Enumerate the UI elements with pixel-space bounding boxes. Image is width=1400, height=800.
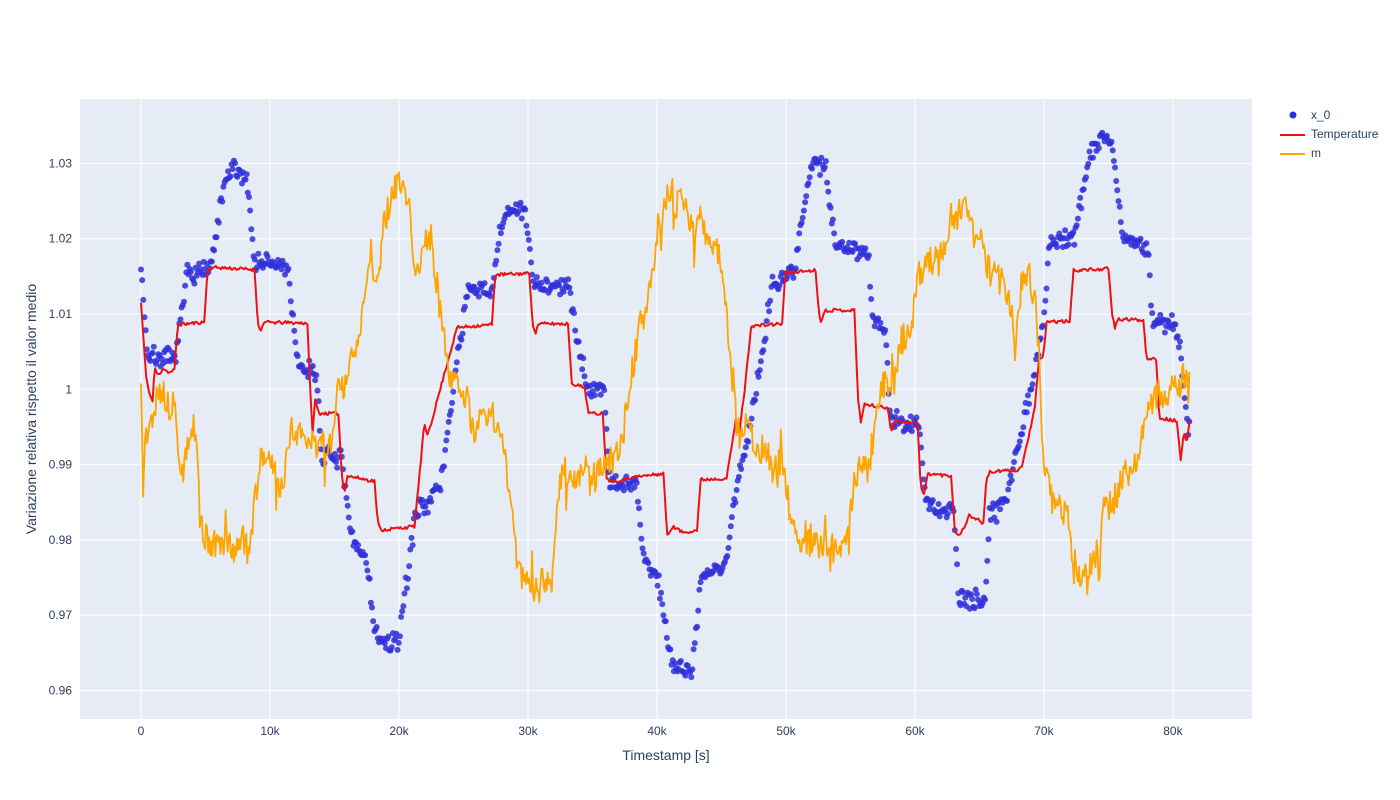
legend-line-icon (1279, 127, 1306, 141)
legend: x_0 Temperature m (1279, 105, 1378, 162)
legend-label: x_0 (1311, 107, 1331, 122)
y-tick-label: 0.97 (49, 608, 73, 622)
y-tick-label: 1.02 (49, 232, 73, 246)
x-tick-label: 20k (389, 724, 409, 738)
series-m (140, 171, 1191, 604)
y-tick-label: 1 (65, 382, 72, 396)
y-axis-ticks: 0.96 0.97 0.98 0.99 1 1.01 1.02 1.03 (49, 156, 73, 697)
x-tick-label: 70k (1034, 724, 1054, 738)
legend-item-m[interactable]: m (1279, 143, 1378, 162)
series-x_0 (138, 129, 1193, 681)
x-axis-title: Timestamp [s] (622, 747, 710, 763)
y-axis-title: Variazione relativa rispetto il valor me… (23, 283, 39, 535)
x-tick-label: 0 (138, 724, 145, 738)
legend-item-x_0[interactable]: x_0 (1279, 105, 1378, 124)
x-tick-label: 30k (518, 724, 538, 738)
y-tick-label: 0.96 (49, 684, 73, 698)
x-axis-ticks: 0 10k 20k 30k 40k 50k 60k 70k 80k (138, 724, 1184, 738)
legend-line-icon (1279, 146, 1306, 160)
x-tick-label: 80k (1163, 724, 1183, 738)
x-tick-label: 50k (776, 724, 796, 738)
series-Temperature (140, 264, 1191, 536)
legend-label: Temperature (1311, 126, 1379, 141)
y-tick-label: 0.98 (49, 533, 73, 547)
y-tick-label: 1.01 (49, 307, 73, 321)
gridlines (80, 99, 1252, 719)
legend-marker-icon (1279, 108, 1306, 122)
y-tick-label: 1.03 (49, 156, 73, 170)
x-tick-label: 40k (647, 724, 667, 738)
legend-label: m (1311, 145, 1321, 160)
legend-item-Temperature[interactable]: Temperature (1279, 124, 1378, 143)
x-tick-label: 10k (260, 724, 280, 738)
plot-background (80, 99, 1252, 719)
x-tick-label: 60k (905, 724, 925, 738)
y-tick-label: 0.99 (49, 458, 73, 472)
